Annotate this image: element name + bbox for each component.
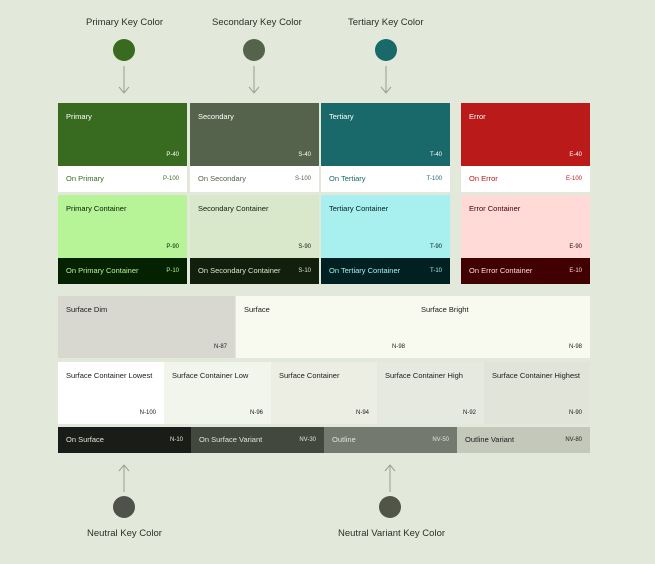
tile-tone-code: N-100 (139, 410, 156, 416)
color-tile-on-primary-container: On Primary Container P-10 (58, 258, 187, 284)
tile-name: On Error (469, 174, 498, 183)
neutral-key-color-label: Neutral Key Color (87, 528, 162, 539)
color-tile-outline-variant: Outline Variant NV-80 (457, 427, 590, 453)
tile-name: Surface Container (279, 371, 340, 380)
color-tile-error: Error E-40 (461, 103, 590, 166)
tile-tone-code: N-94 (355, 410, 369, 416)
tile-name: On Tertiary (329, 174, 366, 183)
neutral-variant-key-color-swatch (379, 496, 401, 518)
color-tile-surface-container-high: Surface Container High N-92 (377, 362, 484, 424)
tile-name: On Secondary (198, 174, 246, 183)
tile-tone-code: T-40 (429, 152, 442, 158)
color-tile-surface-container-low: Surface Container Low N-96 (164, 362, 271, 424)
secondary-arrow-down-icon (248, 66, 260, 94)
tile-name: Tertiary (329, 112, 354, 121)
tile-name: Surface Dim (66, 305, 108, 314)
color-tile-secondary-container: Secondary Container S-90 (190, 195, 319, 258)
tile-tone-code: N-96 (249, 410, 263, 416)
tile-tone-code: S-10 (298, 268, 311, 274)
color-tile-on-surface-variant: On Surface Variant NV-30 (191, 427, 324, 453)
tile-name: On Primary Container (66, 266, 139, 275)
color-tile-outline: Outline NV-50 (324, 427, 457, 453)
tile-name: Tertiary Container (329, 204, 389, 213)
secondary-key-color-swatch (243, 39, 265, 61)
tile-name: Surface Container Low (172, 371, 249, 380)
color-tile-surface-dim: Surface Dim N-87 (58, 296, 235, 358)
tile-name: On Secondary Container (198, 266, 281, 275)
tile-name: Surface Bright (421, 305, 469, 314)
tile-tone-code: NV-80 (565, 437, 582, 443)
color-tile-on-secondary: On Secondary S-100 (190, 166, 319, 192)
tile-name: On Surface (66, 435, 104, 444)
tile-tone-code: S-90 (298, 244, 311, 250)
tile-tone-code: E-10 (569, 268, 582, 274)
tile-tone-code: N-92 (462, 410, 476, 416)
tile-name: On Primary (66, 174, 104, 183)
tile-name: Secondary (198, 112, 234, 121)
color-tile-error-container: Error Container E-90 (461, 195, 590, 258)
tile-tone-code: P-90 (166, 244, 179, 250)
tile-tone-code: NV-50 (432, 437, 449, 443)
tertiary-key-color-label: Tertiary Key Color (348, 17, 424, 28)
color-tile-on-secondary-container: On Secondary Container S-10 (190, 258, 319, 284)
color-tile-surface: Surface N-98 (236, 296, 413, 358)
tile-tone-code: T-90 (429, 244, 442, 250)
tile-name: Primary Container (66, 204, 127, 213)
tile-name: Outline Variant (465, 435, 515, 444)
tile-tone-code: N-87 (213, 344, 227, 350)
color-tile-surface-bright: Surface Bright N-98 (413, 296, 590, 358)
tile-tone-code: S-100 (294, 176, 311, 182)
tile-name: On Tertiary Container (329, 266, 401, 275)
color-tile-on-tertiary-container: On Tertiary Container T-10 (321, 258, 450, 284)
color-tile-primary: Primary P-40 (58, 103, 187, 166)
tile-tone-code: E-100 (565, 176, 582, 182)
color-tile-on-primary: On Primary P-100 (58, 166, 187, 192)
tile-tone-code: P-40 (166, 152, 179, 158)
color-tile-tertiary: Tertiary T-40 (321, 103, 450, 166)
tertiary-key-color-swatch (375, 39, 397, 61)
tile-name: Outline (332, 435, 356, 444)
color-tile-secondary: Secondary S-40 (190, 103, 319, 166)
tile-tone-code: N-10 (169, 437, 183, 443)
primary-arrow-down-icon (118, 66, 130, 94)
tile-tone-code: N-98 (568, 344, 582, 350)
tile-name: On Error Container (469, 266, 533, 275)
tile-tone-code: E-40 (569, 152, 582, 158)
neutral-variant-arrow-up-icon (384, 464, 396, 492)
secondary-key-color-label: Secondary Key Color (212, 17, 302, 28)
tile-name: Surface Container Highest (492, 371, 580, 380)
tertiary-arrow-down-icon (380, 66, 392, 94)
tile-tone-code: P-100 (162, 176, 179, 182)
tile-tone-code: N-98 (391, 344, 405, 350)
color-tile-surface-container-lowest: Surface Container Lowest N-100 (58, 362, 164, 424)
tile-name: Error Container (469, 204, 521, 213)
tile-tone-code: N-90 (568, 410, 582, 416)
color-tile-primary-container: Primary Container P-90 (58, 195, 187, 258)
color-tile-tertiary-container: Tertiary Container T-90 (321, 195, 450, 258)
tile-name: Surface (244, 305, 270, 314)
color-tile-surface-container-highest: Surface Container Highest N-90 (484, 362, 590, 424)
tile-tone-code: E-90 (569, 244, 582, 250)
color-tile-on-error: On Error E-100 (461, 166, 590, 192)
tile-tone-code: T-10 (429, 268, 442, 274)
primary-key-color-label: Primary Key Color (86, 17, 164, 28)
neutral-variant-key-color-label: Neutral Variant Key Color (338, 528, 446, 539)
neutral-key-color-swatch (113, 496, 135, 518)
neutral-arrow-up-icon (118, 464, 130, 492)
tile-name: Primary (66, 112, 92, 121)
primary-key-color-swatch (113, 39, 135, 61)
tile-name: Surface Container High (385, 371, 463, 380)
tile-name: Surface Container Lowest (66, 371, 153, 380)
tile-tone-code: S-40 (298, 152, 311, 158)
tile-tone-code: T-100 (426, 176, 442, 182)
color-tile-surface-container: Surface Container N-94 (271, 362, 377, 424)
color-tile-on-error-container: On Error Container E-10 (461, 258, 590, 284)
color-tile-on-tertiary: On Tertiary T-100 (321, 166, 450, 192)
tile-name: On Surface Variant (199, 435, 263, 444)
tile-name: Secondary Container (198, 204, 269, 213)
tile-name: Error (469, 112, 486, 121)
color-tile-on-surface: On Surface N-10 (58, 427, 191, 453)
tile-tone-code: P-10 (166, 268, 179, 274)
tile-tone-code: NV-30 (299, 437, 316, 443)
